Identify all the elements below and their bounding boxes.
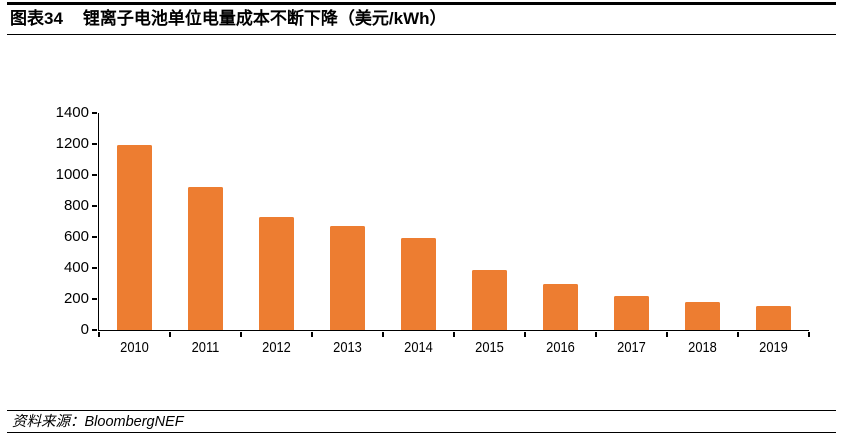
x-axis-tick <box>240 331 242 338</box>
x-axis-tick <box>737 331 739 338</box>
title-underline-rule <box>7 33 836 36</box>
x-category-label: 2018 <box>688 339 717 356</box>
source-name: BloombergNEF <box>84 413 184 430</box>
bar-2015 <box>472 270 507 330</box>
x-category-label: 2012 <box>262 339 291 356</box>
y-axis-tick <box>91 267 98 269</box>
y-axis-tick <box>91 298 98 300</box>
bar-2016 <box>543 284 578 330</box>
x-category-label: 2016 <box>546 339 575 356</box>
top-rule <box>7 2 836 5</box>
x-axis-tick <box>98 331 100 338</box>
y-axis-tick <box>91 236 98 238</box>
bar-2017 <box>614 295 649 330</box>
x-category-label: 2011 <box>191 339 220 356</box>
x-axis-tick <box>595 331 597 338</box>
y-tick-label: 0 <box>80 321 89 338</box>
y-axis-tick <box>91 174 98 176</box>
figure-title: 锂离子电池单位电量成本不断下降（美元/kWh） <box>82 9 447 28</box>
x-axis-tick <box>666 331 668 338</box>
x-axis-tick <box>311 331 313 338</box>
y-axis-tick <box>91 329 98 331</box>
y-tick-label: 400 <box>63 259 89 276</box>
x-axis-tick <box>524 331 526 338</box>
y-tick-label: 600 <box>63 228 89 245</box>
x-category-label: 2013 <box>333 339 362 356</box>
x-category-label: 2017 <box>617 339 646 356</box>
x-axis-tick <box>453 331 455 338</box>
plot-area: 0 200 400 600 800 1000 1200 1400 2010 2011 2012 201… <box>56 104 810 356</box>
bar-2010 <box>117 145 152 330</box>
x-axis-tick <box>808 331 810 338</box>
figure-number: 图表34 <box>10 9 63 28</box>
bar-2013 <box>330 226 365 330</box>
y-tick-label: 800 <box>63 197 89 214</box>
x-category-label: 2014 <box>404 339 433 356</box>
source-bottom-rule <box>7 432 836 434</box>
y-axis-tick <box>91 143 98 145</box>
y-tick-label: 1200 <box>55 135 89 152</box>
x-axis-tick <box>382 331 384 338</box>
x-category-label: 2019 <box>759 339 788 356</box>
bar-2018 <box>685 301 720 330</box>
y-tick-label: 1000 <box>55 166 89 183</box>
y-axis-tick <box>91 205 98 207</box>
y-axis-tick <box>91 112 98 114</box>
x-axis-tick <box>169 331 171 338</box>
bar-2011 <box>188 186 223 330</box>
source-prefix-label: 资料来源： <box>12 413 85 430</box>
figure-caption: 图表34 锂离子电池单位电量成本不断下降（美元/kWh） <box>10 8 830 30</box>
source-top-rule <box>7 409 836 411</box>
source-line: 资料来源：BloombergNEF <box>12 413 712 431</box>
y-tick-label: 200 <box>63 290 89 307</box>
x-category-label: 2010 <box>120 339 149 356</box>
bar-2019 <box>756 305 791 330</box>
y-tick-label: 1400 <box>55 104 89 121</box>
bar-2014 <box>401 238 436 330</box>
x-category-label: 2015 <box>475 339 504 356</box>
bar-2012 <box>259 217 294 330</box>
